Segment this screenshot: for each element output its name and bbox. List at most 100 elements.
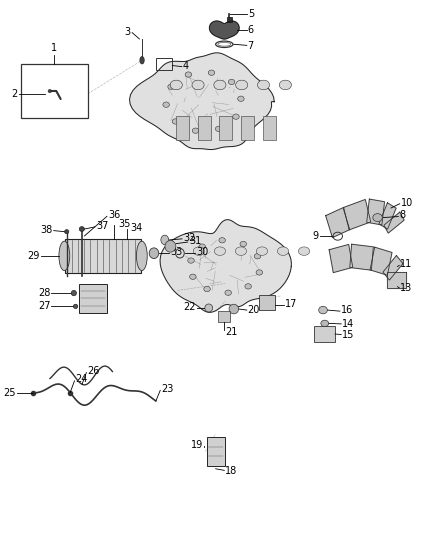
Bar: [219, 116, 233, 140]
Ellipse shape: [256, 270, 262, 275]
Bar: [79, 284, 107, 313]
Bar: [198, 116, 211, 140]
Text: 18: 18: [225, 466, 237, 477]
Text: 25: 25: [3, 388, 16, 398]
Ellipse shape: [79, 227, 85, 231]
Text: 38: 38: [40, 224, 53, 235]
Polygon shape: [160, 220, 291, 312]
Ellipse shape: [205, 304, 212, 312]
Bar: [263, 116, 276, 140]
Text: 27: 27: [38, 301, 50, 311]
Text: 22: 22: [183, 302, 196, 312]
Ellipse shape: [229, 304, 239, 314]
Ellipse shape: [140, 56, 144, 64]
Bar: [218, 311, 230, 322]
Polygon shape: [387, 272, 406, 288]
Ellipse shape: [256, 247, 268, 255]
Text: 26: 26: [87, 366, 99, 376]
Polygon shape: [344, 199, 371, 230]
Ellipse shape: [215, 126, 222, 132]
Text: 30: 30: [196, 247, 208, 257]
Text: 2: 2: [11, 88, 18, 99]
Text: 37: 37: [96, 221, 109, 231]
Ellipse shape: [149, 248, 159, 259]
Text: 5: 5: [248, 9, 254, 19]
Text: 29: 29: [28, 251, 40, 261]
Text: 1: 1: [51, 43, 57, 53]
Bar: [314, 326, 335, 342]
Ellipse shape: [192, 128, 199, 133]
Ellipse shape: [192, 80, 204, 90]
Text: 3: 3: [125, 27, 131, 37]
Ellipse shape: [258, 80, 269, 90]
Ellipse shape: [165, 240, 176, 252]
Text: 32: 32: [184, 233, 196, 243]
Text: 23: 23: [161, 384, 173, 394]
Text: 13: 13: [400, 283, 412, 293]
Text: 34: 34: [131, 223, 143, 233]
Bar: [207, 437, 225, 466]
Polygon shape: [130, 53, 274, 150]
Ellipse shape: [136, 241, 147, 271]
Text: 11: 11: [400, 260, 412, 269]
Polygon shape: [370, 247, 392, 275]
Text: 33: 33: [170, 247, 183, 257]
Ellipse shape: [185, 72, 192, 77]
Polygon shape: [329, 245, 353, 272]
Ellipse shape: [225, 290, 231, 295]
Polygon shape: [367, 199, 385, 225]
Ellipse shape: [161, 235, 169, 245]
Ellipse shape: [64, 230, 69, 234]
Bar: [156, 58, 172, 70]
Ellipse shape: [214, 247, 226, 255]
Ellipse shape: [233, 114, 239, 119]
Polygon shape: [209, 21, 239, 39]
Ellipse shape: [48, 90, 52, 93]
Bar: [176, 116, 189, 140]
Ellipse shape: [228, 79, 235, 85]
Ellipse shape: [236, 80, 248, 90]
Text: 17: 17: [285, 298, 297, 309]
Ellipse shape: [168, 84, 174, 90]
Polygon shape: [350, 244, 373, 270]
Text: 15: 15: [342, 329, 354, 340]
Ellipse shape: [238, 96, 244, 101]
Text: 6: 6: [247, 25, 254, 35]
Ellipse shape: [298, 247, 310, 255]
Ellipse shape: [245, 284, 251, 289]
Bar: [259, 295, 276, 310]
Ellipse shape: [163, 102, 170, 107]
Ellipse shape: [59, 241, 70, 271]
Polygon shape: [384, 212, 404, 233]
Polygon shape: [379, 203, 396, 229]
Text: 28: 28: [38, 288, 50, 298]
Text: 9: 9: [313, 231, 319, 241]
Polygon shape: [383, 255, 403, 280]
Ellipse shape: [214, 80, 226, 90]
Text: 14: 14: [342, 319, 354, 329]
Ellipse shape: [254, 254, 261, 259]
Ellipse shape: [71, 290, 77, 296]
Text: 10: 10: [400, 198, 413, 208]
Text: 36: 36: [108, 209, 120, 220]
Ellipse shape: [190, 274, 196, 279]
Text: 24: 24: [75, 374, 88, 384]
Ellipse shape: [219, 238, 226, 243]
Text: 4: 4: [183, 61, 189, 70]
Ellipse shape: [279, 80, 291, 90]
Text: 19: 19: [191, 440, 204, 450]
Bar: [241, 116, 254, 140]
Ellipse shape: [208, 70, 215, 75]
Text: 7: 7: [247, 42, 254, 51]
Ellipse shape: [235, 247, 247, 255]
Text: 20: 20: [247, 305, 260, 315]
Ellipse shape: [204, 286, 210, 292]
Ellipse shape: [170, 80, 182, 90]
Ellipse shape: [199, 244, 205, 249]
Ellipse shape: [373, 214, 382, 222]
Ellipse shape: [74, 304, 78, 309]
Ellipse shape: [277, 247, 289, 255]
Ellipse shape: [172, 119, 179, 124]
Ellipse shape: [321, 320, 328, 327]
Bar: [65, 239, 141, 273]
